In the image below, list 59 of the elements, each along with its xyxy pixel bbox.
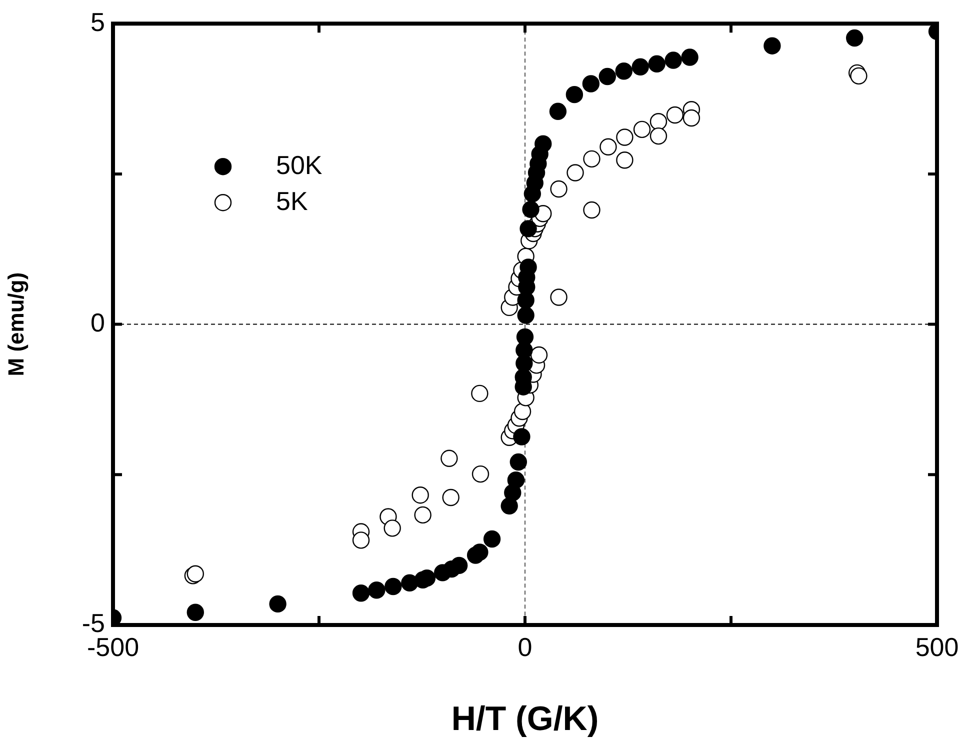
point bbox=[352, 584, 370, 602]
point bbox=[368, 582, 386, 599]
x-tick-label: 500 bbox=[915, 632, 959, 662]
point bbox=[666, 106, 684, 124]
point bbox=[650, 127, 668, 145]
point bbox=[566, 164, 584, 182]
point bbox=[664, 52, 682, 69]
point bbox=[514, 402, 532, 420]
point bbox=[550, 288, 568, 306]
point bbox=[681, 48, 698, 66]
point bbox=[846, 29, 864, 47]
legend-label: 5K bbox=[276, 186, 308, 216]
point bbox=[513, 428, 530, 446]
point bbox=[352, 532, 370, 549]
point bbox=[850, 67, 868, 85]
point bbox=[186, 604, 204, 621]
point bbox=[520, 220, 537, 238]
point bbox=[471, 544, 488, 561]
point bbox=[550, 180, 568, 198]
legend-label: 50K bbox=[276, 150, 323, 180]
point bbox=[472, 465, 490, 483]
point bbox=[471, 384, 488, 402]
x-tick-label: 0 bbox=[518, 632, 532, 662]
point bbox=[483, 530, 501, 548]
point bbox=[549, 102, 567, 120]
point bbox=[384, 520, 401, 537]
point bbox=[384, 578, 402, 596]
point bbox=[566, 86, 584, 104]
point bbox=[522, 200, 540, 218]
point bbox=[583, 150, 600, 168]
point bbox=[414, 506, 432, 524]
point bbox=[516, 328, 534, 346]
point bbox=[616, 152, 634, 169]
point bbox=[583, 201, 600, 219]
point bbox=[648, 55, 666, 72]
point bbox=[530, 346, 548, 364]
point bbox=[598, 68, 616, 86]
point bbox=[632, 58, 649, 76]
y-tick-label: 5 bbox=[90, 6, 105, 37]
point bbox=[616, 128, 634, 146]
point bbox=[442, 488, 460, 506]
point bbox=[600, 138, 617, 156]
point bbox=[682, 109, 700, 127]
point bbox=[582, 75, 600, 92]
point bbox=[269, 595, 286, 613]
point bbox=[764, 37, 781, 54]
y-axis-title: M (emu/g) bbox=[3, 272, 28, 376]
point bbox=[650, 113, 668, 130]
y-tick-label: 0 bbox=[90, 307, 105, 338]
point bbox=[534, 135, 552, 152]
point bbox=[517, 306, 534, 324]
point bbox=[440, 450, 458, 468]
point bbox=[615, 62, 632, 80]
point bbox=[412, 486, 429, 504]
point bbox=[450, 556, 468, 574]
point bbox=[633, 120, 651, 138]
point bbox=[510, 453, 528, 471]
point bbox=[507, 471, 525, 489]
x-axis-title: H/T (G/K) bbox=[451, 700, 599, 738]
